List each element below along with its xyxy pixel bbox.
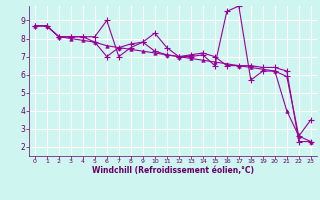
X-axis label: Windchill (Refroidissement éolien,°C): Windchill (Refroidissement éolien,°C) [92, 166, 254, 175]
